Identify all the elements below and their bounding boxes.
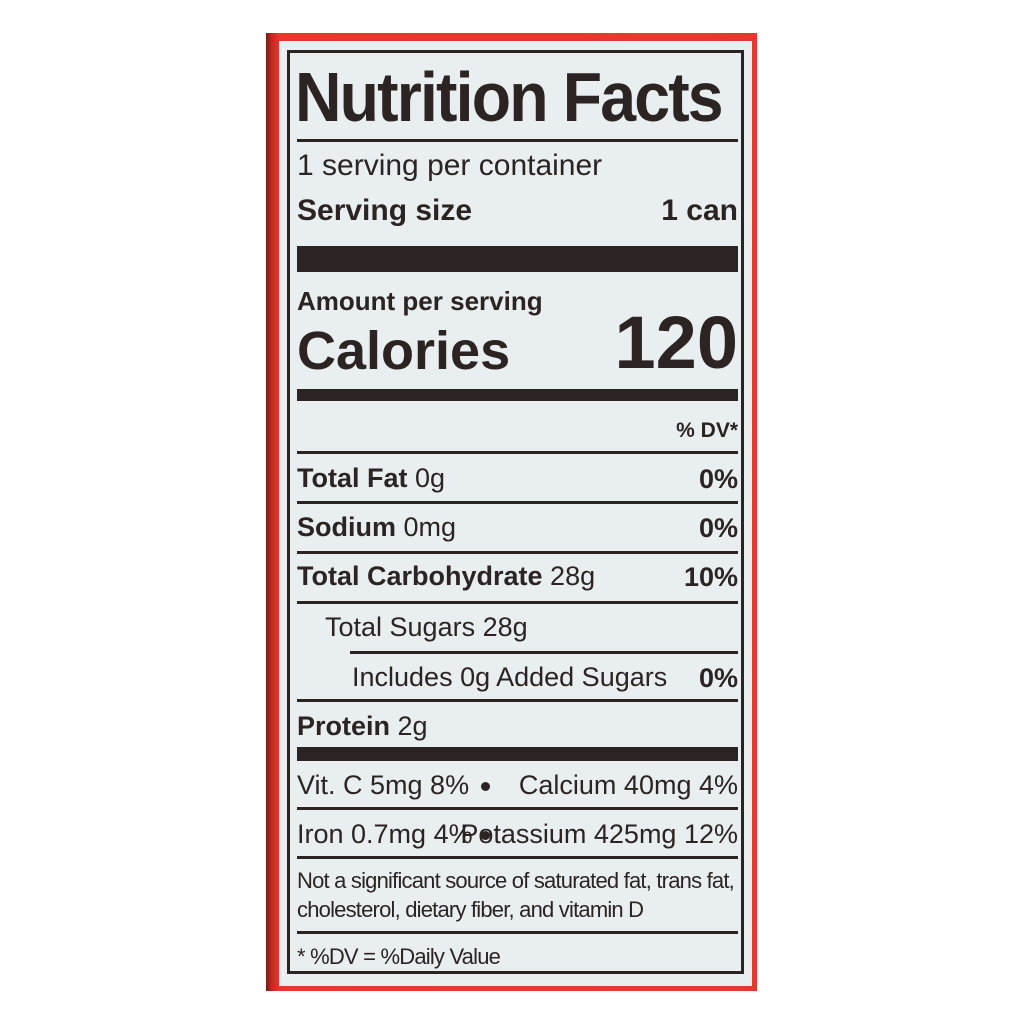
potassium: Potassium 425mg 12% (460, 819, 738, 849)
nutrient-sodium: Sodium 0mg (297, 512, 457, 542)
nutrition-facts-border (287, 50, 744, 974)
footnote: * %DV = %Daily Value (297, 944, 501, 969)
thick-divider (297, 246, 738, 272)
not-significant-line-2: cholesterol, dietary fiber, and vitamin … (297, 897, 644, 922)
nutrient-added-sugars: Includes 0g Added Sugars (352, 662, 668, 692)
serving-size-label: Serving size (297, 194, 473, 227)
dv-sodium: 0% (698, 513, 738, 543)
nutrient-total-fat: Total Fat 0g (297, 463, 446, 493)
title: Nutrition Facts (295, 58, 724, 136)
dv-total-fat: 0% (698, 464, 738, 494)
amount-per-serving: Amount per serving (297, 286, 543, 316)
bullet-icon (481, 782, 490, 791)
thick-divider (297, 389, 738, 401)
divider (350, 651, 738, 654)
divider (297, 601, 738, 604)
bullet-icon (481, 831, 490, 840)
divider (297, 856, 738, 859)
vitamin-c: Vit. C 5mg 8% (297, 770, 470, 800)
thick-divider (297, 747, 738, 761)
serving-size-value: 1 can (661, 194, 738, 227)
nutrient-protein: Protein 2g (297, 711, 428, 741)
nutrition-label (279, 41, 752, 986)
not-significant-line-1: Not a significant source of saturated fa… (297, 868, 735, 893)
dv-total-carbohydrate: 10% (683, 562, 738, 592)
calories-label: Calories (297, 321, 511, 381)
divider (297, 931, 738, 934)
divider (297, 451, 738, 454)
nutrient-total-sugars: Total Sugars 28g (325, 612, 528, 642)
calcium: Calcium 40mg 4% (518, 770, 738, 800)
divider (297, 501, 738, 504)
divider (297, 699, 738, 702)
iron: Iron 0.7mg 4% (297, 819, 473, 849)
nutrient-total-carbohydrate: Total Carbohydrate 28g (297, 561, 596, 591)
calories-value: 120 (614, 301, 738, 384)
divider (297, 139, 738, 142)
servings-per-container: 1 serving per container (297, 149, 603, 182)
divider (297, 807, 738, 810)
divider (297, 551, 738, 554)
dv-header: % DV* (676, 419, 738, 442)
dv-added-sugars: 0% (698, 663, 738, 693)
